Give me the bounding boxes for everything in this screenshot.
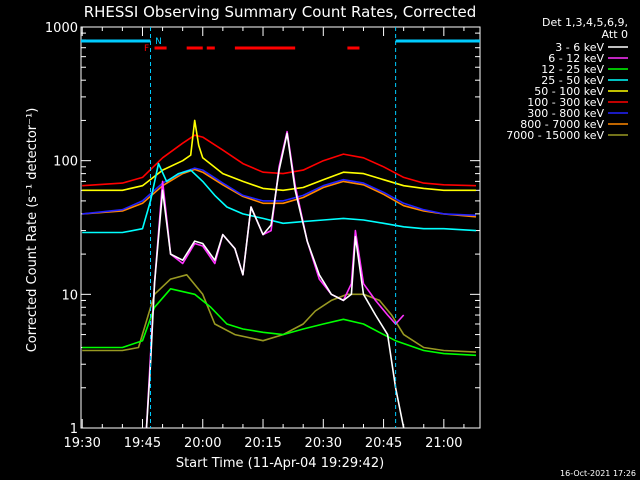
series-line [82,162,477,234]
series-line [82,287,477,357]
legend-entry-label: 25 - 50 keV [541,74,604,87]
x-tick-label: 21:00 [425,436,462,451]
x-tick-label: 19:45 [124,436,161,451]
y-tick-label: 1 [70,422,78,437]
footer-date: 16-Oct-2021 17:26 [560,469,636,478]
plot-frame [80,26,481,429]
y-axis-label: Corrected Count Rate (s⁻¹ detector⁻¹) [25,108,40,353]
x-tick-label: 20:45 [365,436,402,451]
x-tick-label: 19:30 [63,436,100,451]
flare-flag-label: F [144,44,149,54]
legend-entry-label: 50 - 100 keV [534,85,604,98]
legend-entry-label: 300 - 800 keV [527,107,604,120]
series-line [82,119,476,192]
legend-entry-label: 3 - 6 keV [555,41,604,54]
series-line [145,130,405,429]
x-tick-label: 20:30 [305,436,342,451]
x-axis-label: Start Time (11-Apr-04 19:29:42) [176,456,384,471]
flag-annotations: NF [81,27,480,428]
series-lines [82,119,477,429]
chart-title: RHESSI Observing Summary Count Rates, Co… [84,3,477,21]
night-flag-label: N [155,37,162,47]
x-tick-label: 20:15 [244,436,281,451]
x-tick-label: 20:00 [184,436,221,451]
legend-entry-label: 800 - 7000 keV [520,118,604,131]
legend-entry-label: 6 - 12 keV [548,52,604,65]
y-tick-label: 100 [53,155,78,170]
series-line [82,273,477,353]
legend-entry-label: 100 - 300 keV [527,96,604,109]
y-tick-label: 1000 [45,21,78,36]
legend-entry-label: 7000 - 15000 keV [506,129,604,142]
legend-header: Det 1,3,4,5,6,9, [542,16,628,29]
legend-header: Att 0 [602,28,628,41]
series-line [82,168,477,218]
plot-axes: 1 10 100 1000 19:30 19:45 20:00 20:15 20:30 20:45… [45,21,481,451]
series-line [145,132,405,429]
series-line [82,134,477,187]
y-tick-label: 10 [61,288,78,303]
legend-entry-label: 12 - 25 keV [541,63,604,76]
